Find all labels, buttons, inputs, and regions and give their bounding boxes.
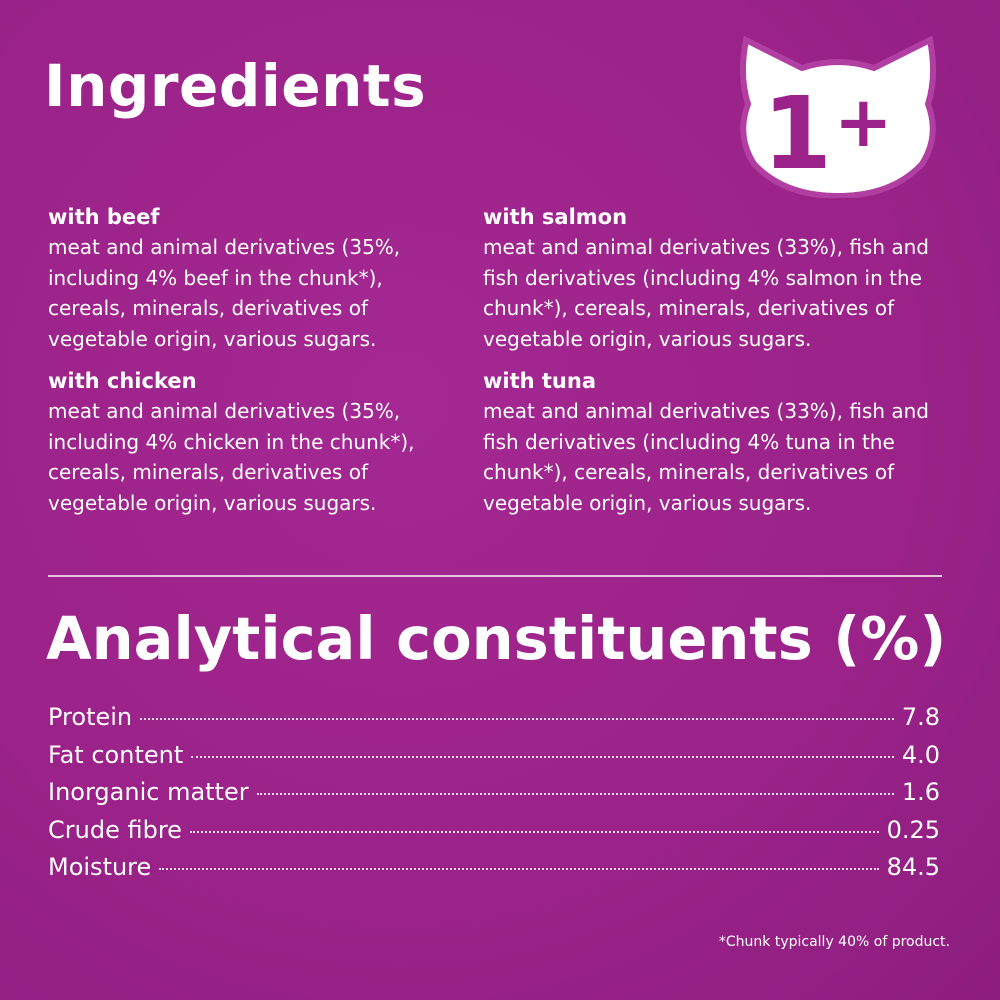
ingredient-heading: with beef [48,205,160,229]
constituent-row: Protein 7.8 [48,703,940,741]
ingredients-left-column: with beef meat and animal derivatives (3… [48,202,518,530]
ingredient-text: meat and animal derivatives (33%), fish … [483,235,930,351]
constituent-value: 0.25 [886,815,940,844]
constituent-value: 7.8 [901,703,940,731]
constituent-row: Moisture 84.5 [48,853,940,891]
constituent-name: Protein [48,703,133,731]
constituent-value: 4.0 [901,740,940,769]
constituent-name: Inorganic matter [48,778,249,806]
constituents-table: Protein 7.8 Fat content 4.0 Inorganic matt… [48,703,940,891]
badge-text-plus: + [834,81,893,163]
constituent-row: Inorganic matter 1.6 [48,778,940,816]
badge-text-1: 1 [762,75,832,192]
ingredient-beef: with beef meat and animal derivatives (3… [48,202,518,354]
constituent-name: Moisture [48,853,152,881]
analytical-title: Analytical constituents (%) [46,604,947,673]
ingredient-heading: with salmon [483,205,628,229]
constituent-row: Crude fibre 0.25 [48,816,940,854]
dot-leader [256,793,894,795]
dot-leader [159,868,879,870]
constituent-value: 1.6 [901,778,940,806]
ingredient-chicken: with chicken meat and animal derivatives… [48,366,518,518]
ingredient-heading: with chicken [48,369,197,393]
dot-leader [189,830,879,833]
ingredient-text: meat and animal derivatives (35%, includ… [48,235,401,351]
divider [48,575,942,577]
constituent-value: 84.5 [886,853,940,881]
dot-leader [191,755,894,758]
ingredient-text: meat and animal derivatives (35%, includ… [48,399,415,515]
ingredient-text: meat and animal derivatives (33%), fish … [483,399,930,515]
footnote: *Chunk typically 40% of product. [718,934,950,950]
ingredients-right-column: with salmon meat and animal derivatives … [483,202,953,530]
cat-head-icon: 1 + [739,35,937,198]
ingredient-heading: with tuna [483,369,597,393]
dot-leader [140,718,894,720]
constituent-name: Fat content [48,740,184,769]
constituent-name: Crude fibre [48,815,182,844]
ingredient-salmon: with salmon meat and animal derivatives … [483,202,953,354]
ingredient-tuna: with tuna meat and animal derivatives (3… [483,366,953,518]
constituent-row: Fat content 4.0 [48,741,940,779]
ingredients-title: Ingredients [44,52,427,120]
